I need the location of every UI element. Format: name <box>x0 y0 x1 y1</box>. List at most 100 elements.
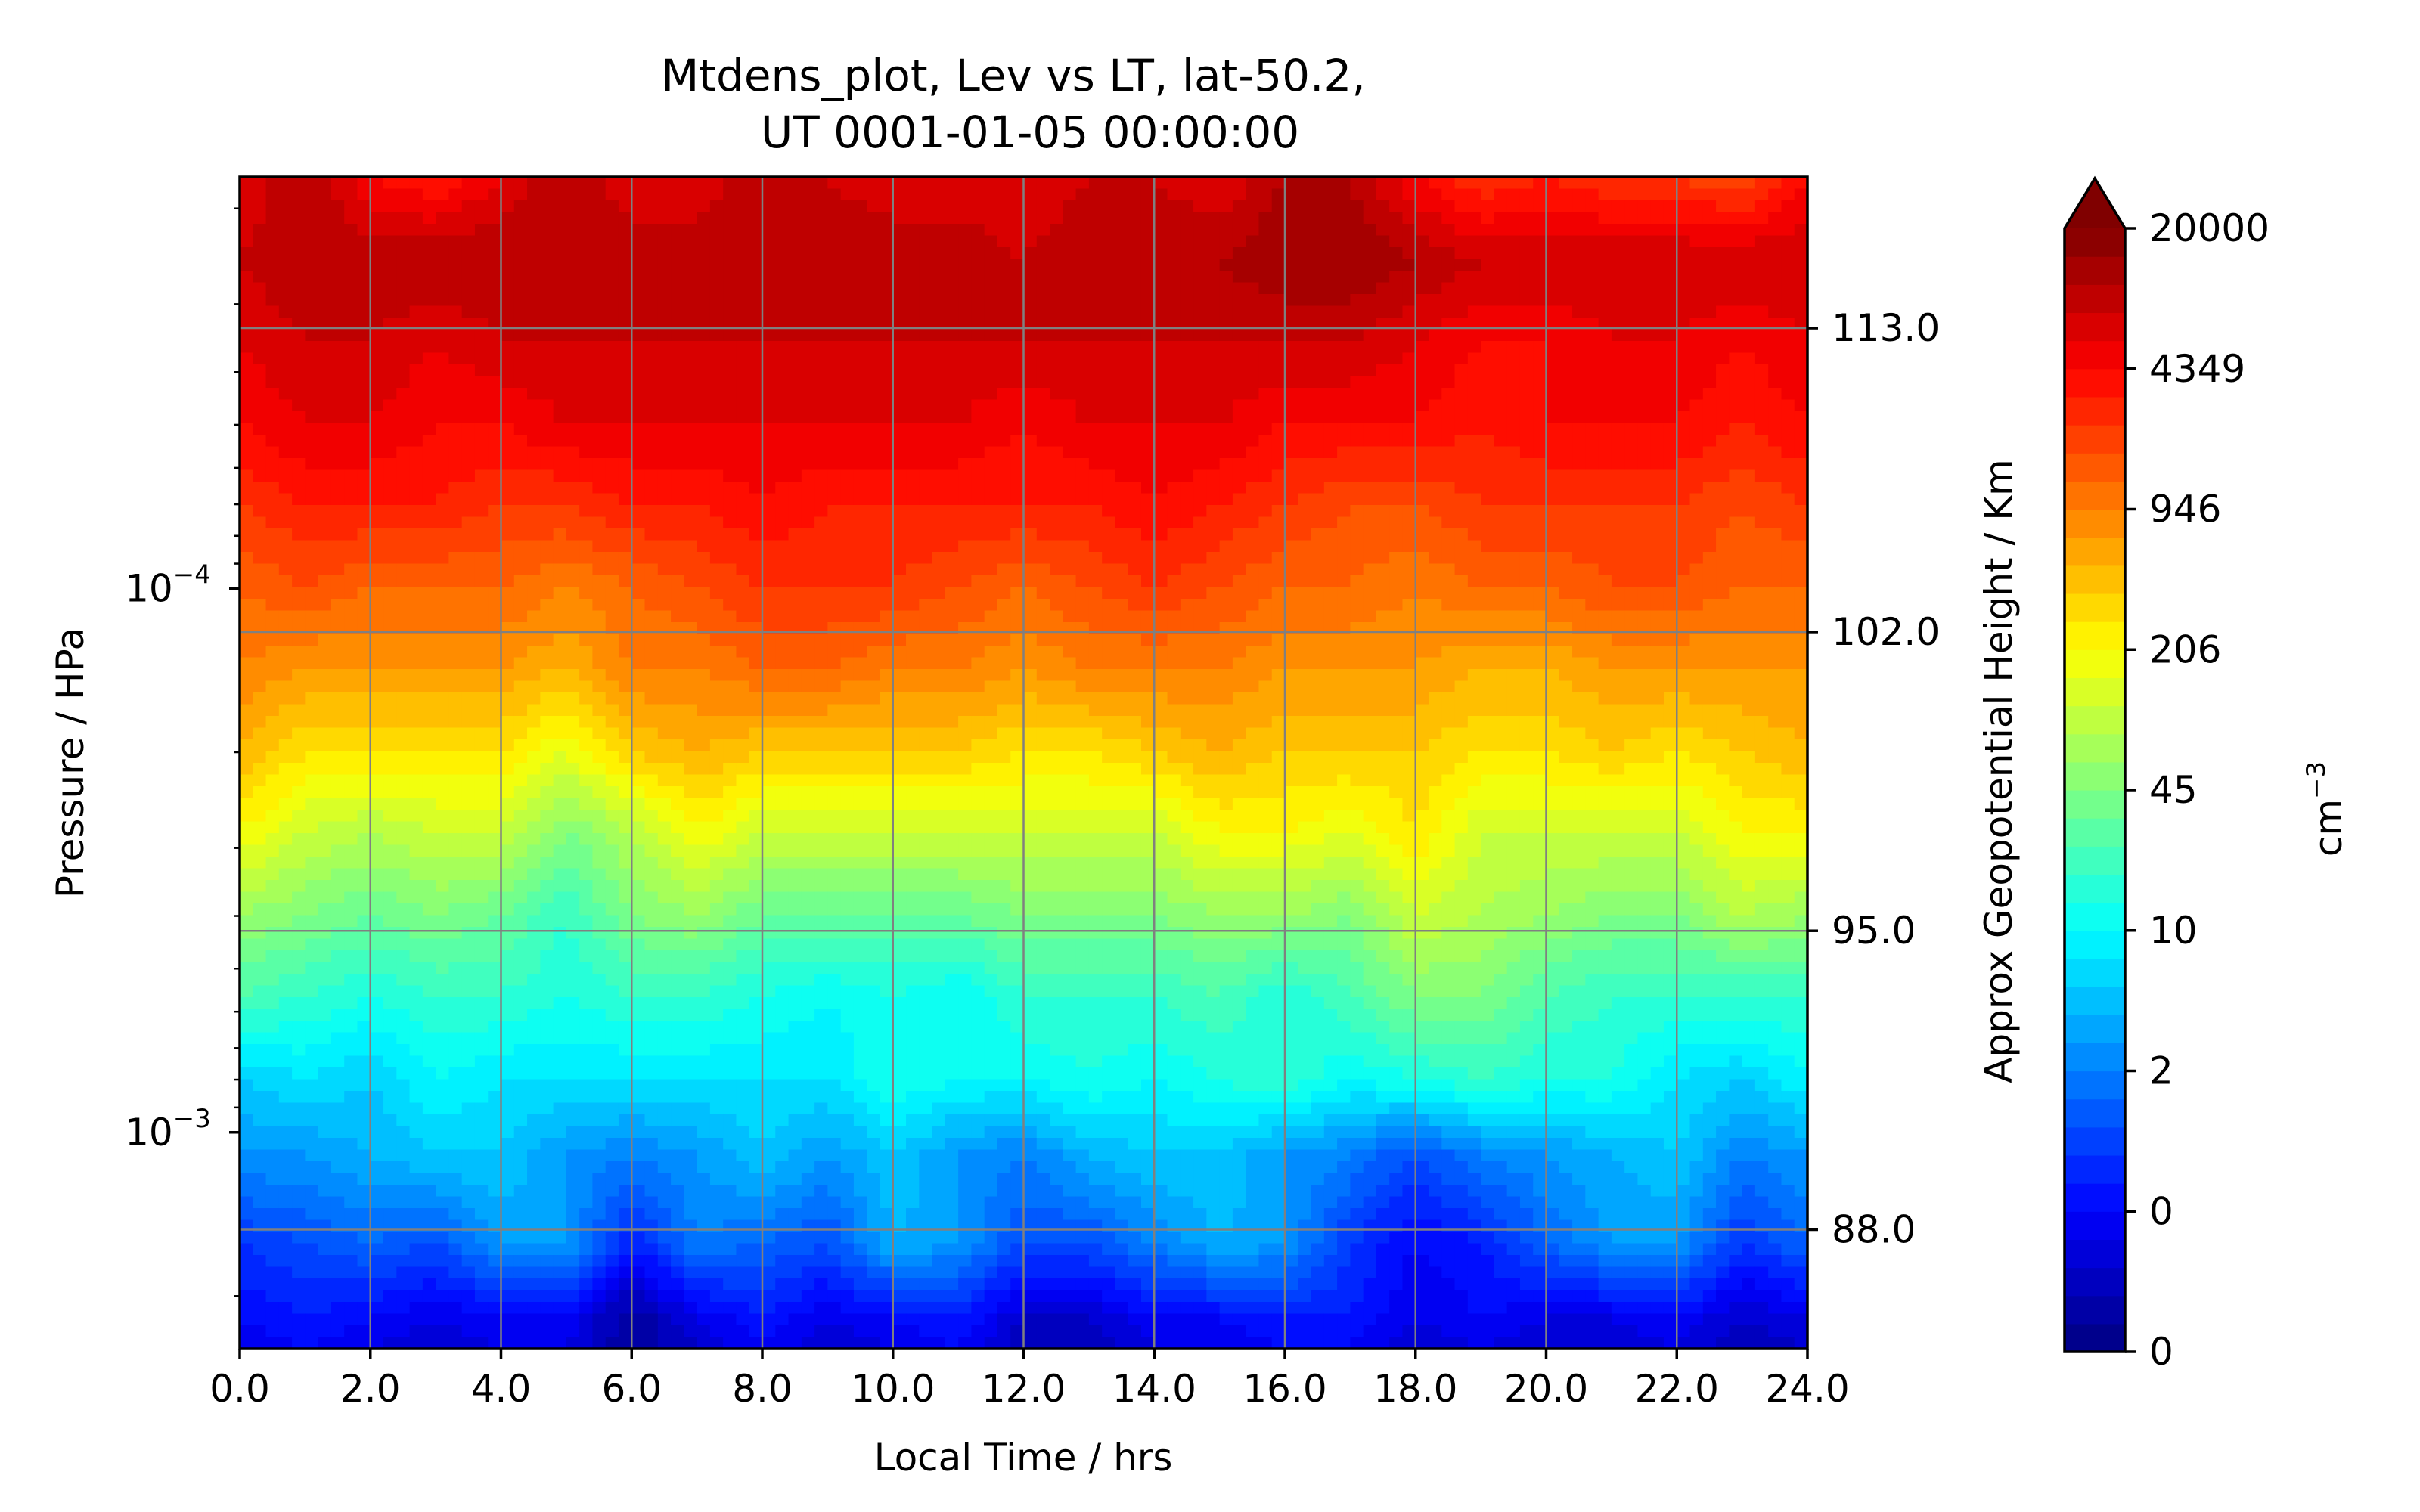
contour-cell <box>1193 505 1208 518</box>
contour-cell <box>671 423 685 435</box>
contour-cell <box>1637 575 1652 588</box>
contour-cell <box>318 646 332 658</box>
contour-cell <box>1232 540 1246 553</box>
contour-cell <box>1729 411 1743 424</box>
contour-cell <box>788 352 802 365</box>
contour-cell <box>318 587 332 600</box>
contour-cell <box>1663 329 1678 342</box>
contour-cell <box>1258 399 1273 412</box>
contour-cell <box>644 423 659 435</box>
contour-cell <box>1454 516 1469 529</box>
contour-cell <box>566 388 580 401</box>
contour-cell <box>919 212 933 225</box>
contour-cell <box>553 341 567 354</box>
contour-cell <box>801 188 815 201</box>
contour-cell <box>1088 224 1103 237</box>
contour-cell <box>1415 599 1429 612</box>
contour-cell <box>527 388 541 401</box>
contour-cell <box>1271 552 1286 565</box>
contour-cell <box>461 516 476 529</box>
contour-cell <box>592 364 607 377</box>
contour-cell <box>892 188 907 201</box>
contour-cell <box>709 540 724 553</box>
contour-cell <box>566 634 580 646</box>
contour-cell <box>396 376 411 389</box>
contour-cell <box>1023 235 1038 248</box>
contour-cell <box>1454 423 1469 435</box>
contour-cell <box>1624 505 1639 518</box>
contour-cell <box>1050 516 1064 529</box>
contour-cell <box>880 469 894 482</box>
contour-cell <box>723 482 737 494</box>
contour-cell <box>305 177 319 190</box>
contour-cell <box>436 563 450 576</box>
contour-cell <box>1689 563 1704 576</box>
contour-cell <box>513 388 528 401</box>
contour-cell <box>1298 259 1312 271</box>
contour-cell <box>1677 200 1691 213</box>
contour-cell <box>605 599 619 612</box>
contour-cell <box>1350 318 1364 330</box>
contour-cell <box>945 376 959 389</box>
contour-cell <box>736 482 750 494</box>
contour-cell <box>1285 446 1299 459</box>
contour-cell <box>605 305 619 318</box>
contour-cell <box>1128 646 1142 658</box>
contour-cell <box>1402 516 1416 529</box>
contour-cell <box>892 388 907 401</box>
contour-cell <box>958 435 973 448</box>
contour-cell <box>1559 224 1573 237</box>
contour-cell <box>657 587 672 600</box>
contour-cell <box>330 305 345 318</box>
contour-cell <box>1088 482 1103 494</box>
contour-cell <box>1180 224 1194 237</box>
contour-cell <box>762 224 777 237</box>
contour-cell <box>1481 469 1495 482</box>
contour-cell <box>1271 247 1286 260</box>
contour-cell <box>1546 177 1560 190</box>
contour-cell <box>1363 388 1377 401</box>
contour-cell <box>919 599 933 612</box>
contour-cell <box>305 528 319 541</box>
contour-cell <box>527 399 541 412</box>
contour-cell <box>1415 388 1429 401</box>
contour-cell <box>1624 352 1639 365</box>
contour-cell <box>1115 446 1129 459</box>
contour-cell <box>631 610 646 623</box>
contour-cell <box>1050 364 1064 377</box>
contour-cell <box>1533 235 1547 248</box>
contour-cell <box>1258 469 1273 482</box>
contour-cell <box>723 235 737 248</box>
contour-cell <box>1559 352 1573 365</box>
contour-cell <box>370 329 384 342</box>
contour-cell <box>1050 587 1064 600</box>
contour-cell <box>1729 505 1743 518</box>
contour-cell <box>474 610 489 623</box>
contour-cell <box>566 247 580 260</box>
contour-cell <box>1271 294 1286 307</box>
contour-cell <box>305 458 319 471</box>
contour-cell <box>1402 458 1416 471</box>
contour-cell <box>1036 657 1050 670</box>
contour-cell <box>867 458 881 471</box>
contour-cell <box>396 516 411 529</box>
contour-cell <box>448 259 463 271</box>
contour-cell <box>1624 587 1639 600</box>
contour-cell <box>1559 587 1573 600</box>
contour-cell <box>618 505 633 518</box>
contour-cell <box>945 411 959 424</box>
contour-cell <box>1154 575 1168 588</box>
contour-cell <box>1689 423 1704 435</box>
contour-cell <box>1311 235 1325 248</box>
contour-cell <box>1219 224 1233 237</box>
contour-cell <box>357 423 371 435</box>
contour-cell <box>579 423 594 435</box>
contour-cell <box>1415 516 1429 529</box>
contour-cell <box>1271 446 1286 459</box>
contour-cell <box>1781 318 1795 330</box>
contour-cell <box>1050 575 1064 588</box>
contour-cell <box>1506 587 1521 600</box>
contour-cell <box>592 399 607 412</box>
contour-cell <box>1063 352 1077 365</box>
contour-cell <box>1677 376 1691 389</box>
